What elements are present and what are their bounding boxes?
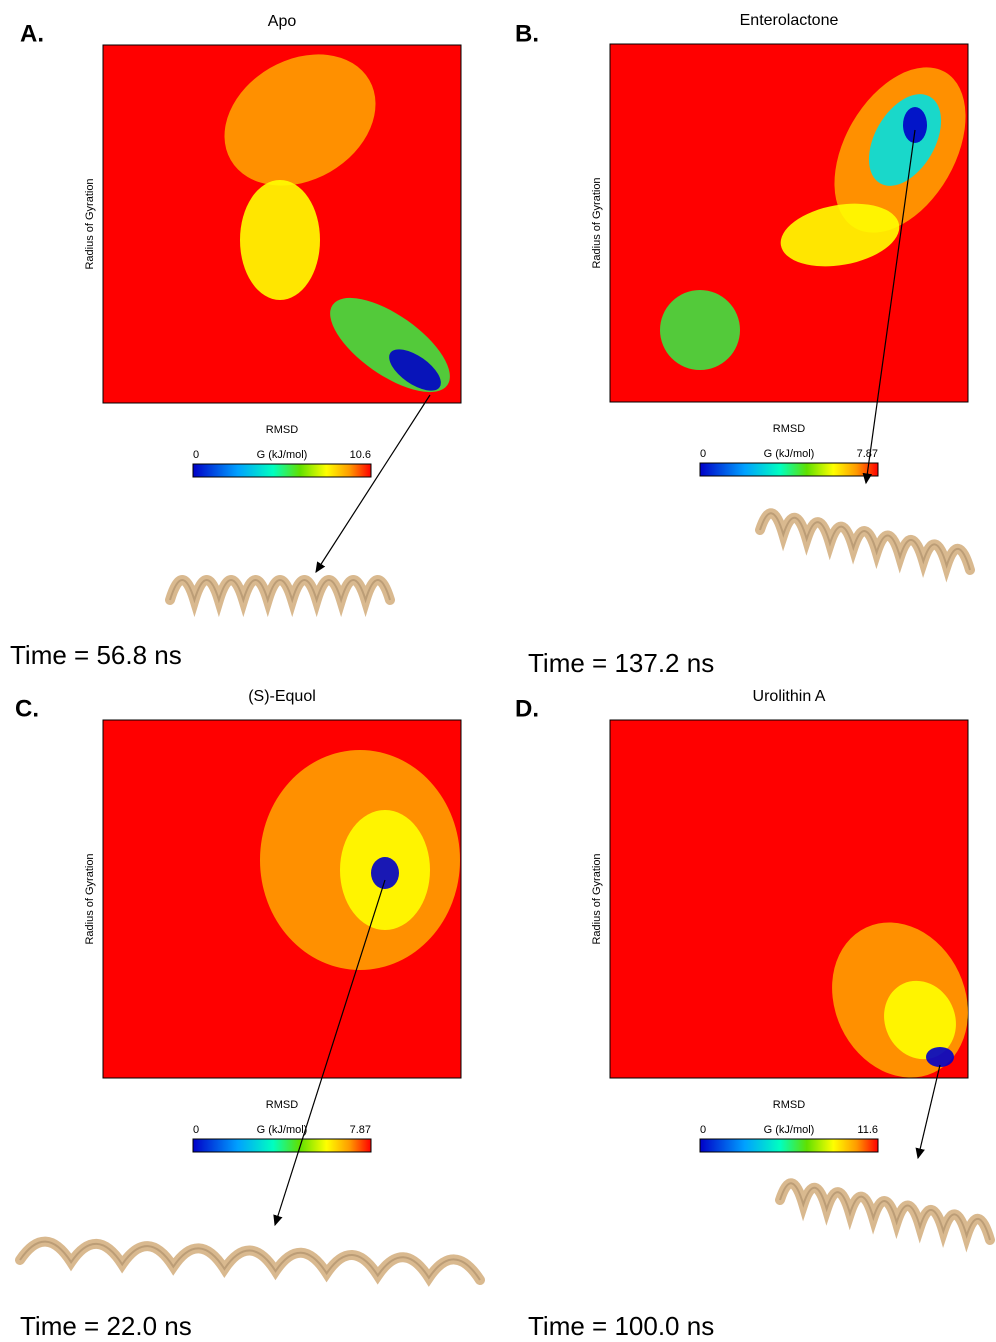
protein-shadow — [169, 579, 391, 604]
colorbar-title: G (kJ/mol) — [257, 449, 308, 461]
time-caption: Time = 137.2 ns — [528, 648, 714, 678]
panel: B. Enterolactone Radius of Gyration RMSD G (… — [515, 12, 975, 678]
colorbar — [699, 462, 879, 477]
x-axis-label: RMSD — [773, 1099, 805, 1111]
pointer-arrow — [273, 879, 386, 1227]
protein-structure — [775, 1178, 995, 1253]
panel: C. (S)-Equol Radius of Gyration RMSD G (kJ/m… — [15, 688, 485, 1341]
panel-label: B. — [515, 20, 539, 47]
energy-basin — [780, 203, 900, 267]
colorbar-max: 7.87 — [350, 1124, 371, 1136]
y-axis-label: Radius of Gyration — [84, 853, 96, 944]
time-caption: Time = 22.0 ns — [20, 1311, 192, 1341]
heatmap — [224, 54, 450, 393]
plot-title: Urolithin A — [753, 688, 826, 705]
heatmap — [832, 922, 968, 1078]
energy-basin — [926, 1047, 954, 1067]
x-axis-label: RMSD — [266, 1099, 298, 1111]
pointer-arrow — [315, 394, 431, 574]
panel-label: C. — [15, 695, 39, 722]
colorbar-max: 10.6 — [350, 449, 371, 461]
plot-title: Apo — [268, 13, 297, 30]
colorbar-min: 0 — [193, 449, 199, 461]
energy-basin — [884, 980, 956, 1060]
pointer-arrow — [862, 129, 916, 485]
protein-structure — [15, 1236, 485, 1287]
protein-shadow — [779, 1182, 991, 1241]
colorbar-title: G (kJ/mol) — [764, 448, 815, 460]
colorbar-max: 11.6 — [857, 1124, 878, 1136]
panel-label: A. — [20, 20, 44, 47]
colorbar — [192, 1138, 372, 1153]
x-axis-label: RMSD — [266, 424, 298, 436]
panel: D. Urolithin A Radius of Gyration RMSD G (kJ… — [515, 688, 995, 1341]
panel-label: D. — [515, 695, 539, 722]
plot-title: (S)-Equol — [248, 688, 316, 705]
y-axis-label: Radius of Gyration — [591, 853, 603, 944]
energy-basin — [660, 290, 740, 370]
colorbar-max: 7.87 — [857, 448, 878, 460]
protein-shadow — [19, 1240, 481, 1281]
colorbar — [192, 463, 372, 478]
pointer-arrow — [915, 1064, 941, 1160]
energy-basin — [903, 107, 927, 143]
time-caption: Time = 56.8 ns — [10, 640, 182, 670]
y-axis-label: Radius of Gyration — [591, 177, 603, 268]
plot-title: Enterolactone — [740, 12, 839, 29]
energy-basin — [371, 857, 399, 889]
time-caption: Time = 100.0 ns — [528, 1311, 714, 1341]
colorbar — [699, 1138, 879, 1153]
energy-basin — [224, 54, 376, 186]
colorbar-min: 0 — [193, 1124, 199, 1136]
x-axis-label: RMSD — [773, 423, 805, 435]
colorbar-title: G (kJ/mol) — [257, 1124, 308, 1136]
protein-structure — [755, 508, 975, 583]
y-axis-label: Radius of Gyration — [84, 178, 96, 269]
protein-shadow — [759, 512, 971, 571]
colorbar-title: G (kJ/mol) — [764, 1124, 815, 1136]
heatmap — [660, 67, 966, 370]
panel: A. Apo Radius of Gyration RMSD G (kJ/mol) 0 10… — [10, 13, 462, 670]
energy-basin — [240, 180, 320, 300]
colorbar-min: 0 — [700, 448, 706, 460]
energy-basin — [389, 349, 441, 391]
colorbar-min: 0 — [700, 1124, 706, 1136]
heatmap — [260, 750, 460, 970]
